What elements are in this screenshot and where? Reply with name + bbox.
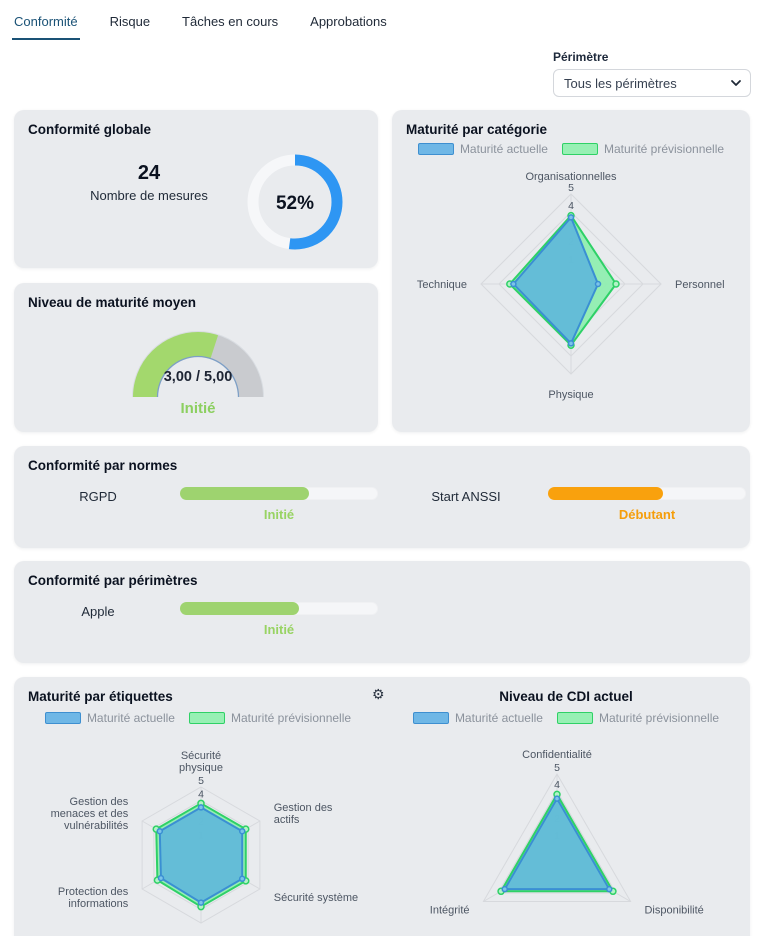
legend-label: Maturité prévisionnelle [598,711,720,725]
svg-text:52%: 52% [276,193,314,214]
progress-track [180,602,378,615]
legend-swatch-green [561,143,598,155]
legend-label: Maturité actuelle [86,711,175,725]
tab-conformite[interactable]: Conformité [12,14,80,40]
perimetre-row-apple: Apple Initié [28,601,388,651]
tags-chart-title: Maturité par étiquettes [28,689,173,704]
svg-text:5: 5 [198,775,204,787]
perimeter-label: Périmètre [553,50,609,64]
svg-text:informations: informations [68,898,128,910]
normes-rows: RGPD Initié Start ANSSI Débutant [28,486,750,536]
svg-text:Sécurité système: Sécurité système [274,892,358,904]
card-conformite-par-normes: Conformité par normes RGPD Initié Start … [14,446,750,548]
legend-swatch-green [188,712,225,724]
legend-previsionnelle[interactable]: Maturité prévisionnelle [561,142,725,156]
svg-text:Technique: Technique [417,279,467,291]
svg-text:4: 4 [198,789,204,801]
maturity-gauge-chart: 3,00 / 5,00 [132,331,264,398]
progress-fill [548,487,663,500]
svg-text:4: 4 [554,779,560,791]
card-title: Maturité par catégorie [406,122,548,137]
card-conformite-par-perimetres: Conformité par périmètres Apple Initié [14,561,750,663]
card-maturite-par-categorie: Maturité par catégorie Maturité actuelle… [392,110,750,432]
perimetre-status: Initié [263,622,295,637]
legend-swatch-blue [44,712,81,724]
card-conformite-globale: Conformité globale 24 Nombre de mesures … [14,110,378,268]
legend-swatch-green [556,712,593,724]
progress-track [548,487,746,500]
measures-count-stat: 24 Nombre de mesures [54,162,244,203]
legend-previsionnelle[interactable]: Maturité prévisionnelle [556,711,720,725]
tab-approbations[interactable]: Approbations [310,14,387,29]
legend-swatch-blue [412,712,449,724]
svg-text:Confidentialité: Confidentialité [522,749,592,761]
svg-text:vulnérabilités: vulnérabilités [64,820,129,832]
measures-count: 24 [137,162,161,184]
progress-fill [180,602,299,615]
tab-taches-en-cours[interactable]: Tâches en cours [182,14,279,29]
svg-text:menaces et des: menaces et des [51,808,129,820]
tab-bar: Conformité Risque Tâches en cours Approb… [12,14,389,40]
norme-status: Débutant [618,507,676,522]
chart-legend: Maturité actuelle Maturité prévisionnell… [392,142,750,156]
measures-count-caption: Nombre de mesures [90,188,208,203]
legend-label: Maturité actuelle [459,142,548,156]
compliance-donut-chart: 52% [247,154,343,250]
svg-text:Gestion des: Gestion des [274,802,333,814]
maturity-status-label: Initié [180,400,216,417]
perimeter-select[interactable]: Tous les périmètres [553,69,751,97]
progress-fill [180,487,309,500]
perimetre-name: Apple [81,604,115,619]
chart-legend: Maturité actuelle Maturité prévisionnell… [382,711,750,725]
card-niveau-maturite-moyen: Niveau de maturité moyen 3,00 / 5,00 Ini… [14,283,378,432]
svg-text:physique: physique [179,762,223,774]
cdi-chart-title: Niveau de CDI actuel [499,689,633,704]
svg-text:Organisationnelles: Organisationnelles [525,171,617,183]
svg-text:Physique: Physique [548,389,593,401]
svg-text:Personnel: Personnel [675,279,725,291]
svg-text:4: 4 [568,200,574,212]
progress-track [180,487,378,500]
svg-text:Sécurité: Sécurité [181,750,221,762]
legend-previsionnelle[interactable]: Maturité prévisionnelle [188,711,352,725]
chart-legend: Maturité actuelle Maturité prévisionnell… [14,711,382,725]
norme-row-rgpd: RGPD Initié [28,486,388,536]
card-maturite-etiquettes-cdi: Maturité par étiquettes ⚙︎ Niveau de CDI… [14,677,750,936]
gear-icon[interactable]: ⚙︎ [372,686,385,702]
svg-text:5: 5 [554,762,560,774]
card-title: Conformité par périmètres [28,573,198,588]
perimetres-rows: Apple Initié [28,601,750,651]
svg-text:3,00 / 5,00: 3,00 / 5,00 [164,369,233,385]
tab-risque[interactable]: Risque [109,14,151,29]
norme-name: RGPD [79,489,117,504]
svg-text:Disponibilité: Disponibilité [644,905,703,917]
legend-label: Maturité actuelle [454,711,543,725]
category-radar-chart: 12345OrganisationnellesPersonnelPhysique… [417,171,725,401]
norme-row-start-anssi: Start ANSSI Débutant [396,486,756,536]
norme-status: Initié [263,507,295,522]
legend-label: Maturité prévisionnelle [230,711,352,725]
norme-name: Start ANSSI [431,489,501,504]
card-title: Conformité par normes [28,458,178,473]
svg-text:actifs: actifs [274,814,300,826]
legend-swatch-blue [417,143,454,155]
tags-radar-chart: 12345SécuritéphysiqueGestion desactifsSé… [51,750,358,924]
svg-text:Protection des: Protection des [58,886,129,898]
card-title: Niveau de maturité moyen [28,295,197,310]
legend-label: Maturité prévisionnelle [603,142,725,156]
legend-actuelle[interactable]: Maturité actuelle [417,142,548,156]
svg-text:Intégrité: Intégrité [430,905,470,917]
perimeter-select-wrap: Tous les périmètres [553,69,751,97]
legend-actuelle[interactable]: Maturité actuelle [412,711,543,725]
svg-text:Gestion des: Gestion des [70,796,129,808]
card-title: Conformité globale [28,122,152,137]
legend-actuelle[interactable]: Maturité actuelle [44,711,175,725]
cdi-radar-chart: 12345ConfidentialitéDisponibilitéIntégri… [430,749,704,917]
svg-text:5: 5 [568,182,574,194]
